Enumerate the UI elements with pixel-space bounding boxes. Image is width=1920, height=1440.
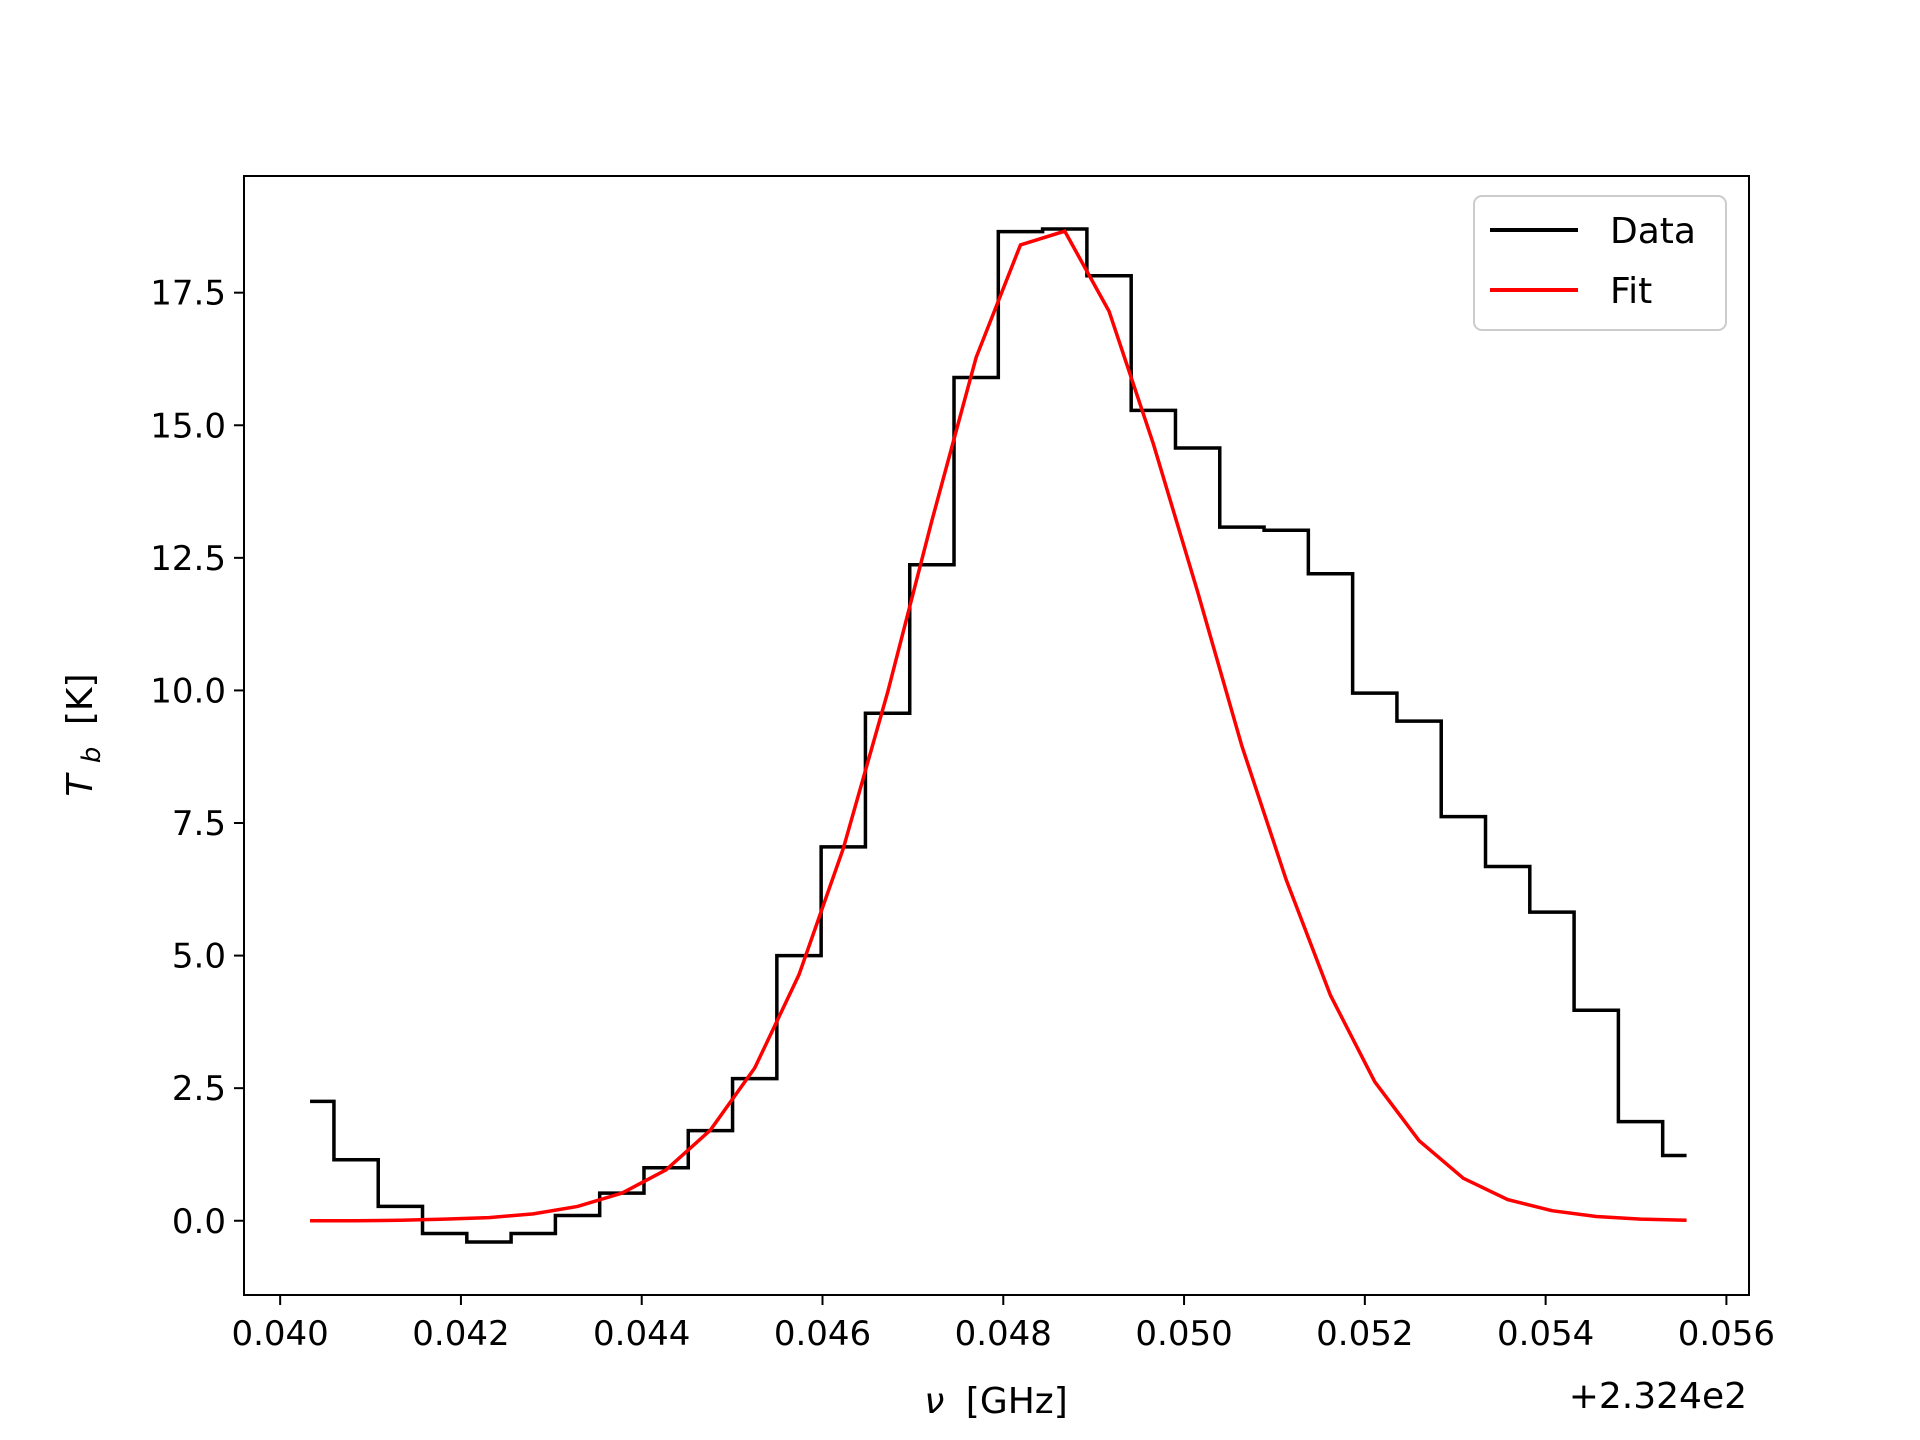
series-line-fit: [310, 229, 1687, 1223]
x-tick-label: 0.054: [1497, 1314, 1594, 1354]
x-axis-label: ν [GHz]: [924, 1381, 1068, 1422]
x-tick-label: 0.052: [1316, 1314, 1413, 1354]
x-axis-unit: [GHz]: [966, 1381, 1068, 1422]
x-axis-ticks: 0.040 0.042 0.044 0.046 0.048 0.050 0.052 0.054…: [231, 1295, 1775, 1354]
x-tick-label: 0.050: [1135, 1314, 1232, 1354]
series-layer: [310, 227, 1687, 1244]
legend-label-fit: Fit: [1610, 271, 1652, 312]
legend: Data Fit: [1473, 195, 1727, 331]
y-axis-unit: [K]: [60, 673, 101, 725]
plot-area-frame: [243, 175, 1750, 1296]
y-tick-label: 17.5: [150, 274, 226, 314]
x-tick-label: 0.048: [955, 1314, 1052, 1354]
y-tick-label: 12.5: [150, 539, 226, 579]
x-tick-label: 0.056: [1678, 1314, 1775, 1354]
y-tick-label: 10.0: [150, 671, 226, 711]
x-axis-symbol: ν: [924, 1381, 944, 1422]
x-axis-offset-label: +2.324e2: [1569, 1376, 1747, 1417]
x-tick-label: 0.042: [412, 1314, 509, 1354]
y-axis-ticks: 0.0 2.5 5.0 7.5 10.0 12.5 15.0 17.5: [150, 274, 244, 1242]
y-tick-label: 15.0: [150, 406, 226, 446]
y-axis-subscript: b: [77, 747, 107, 764]
x-tick-label: 0.044: [593, 1314, 690, 1354]
y-axis-symbol: T: [60, 772, 101, 797]
y-tick-label: 2.5: [172, 1069, 226, 1109]
legend-label-data: Data: [1610, 211, 1696, 252]
y-tick-label: 7.5: [172, 804, 226, 844]
y-axis-label: T b [K]: [60, 673, 109, 796]
y-tick-label: 5.0: [172, 937, 226, 977]
x-tick-label: 0.040: [231, 1314, 328, 1354]
x-tick-label: 0.046: [774, 1314, 871, 1354]
y-tick-label: 0.0: [172, 1202, 226, 1242]
